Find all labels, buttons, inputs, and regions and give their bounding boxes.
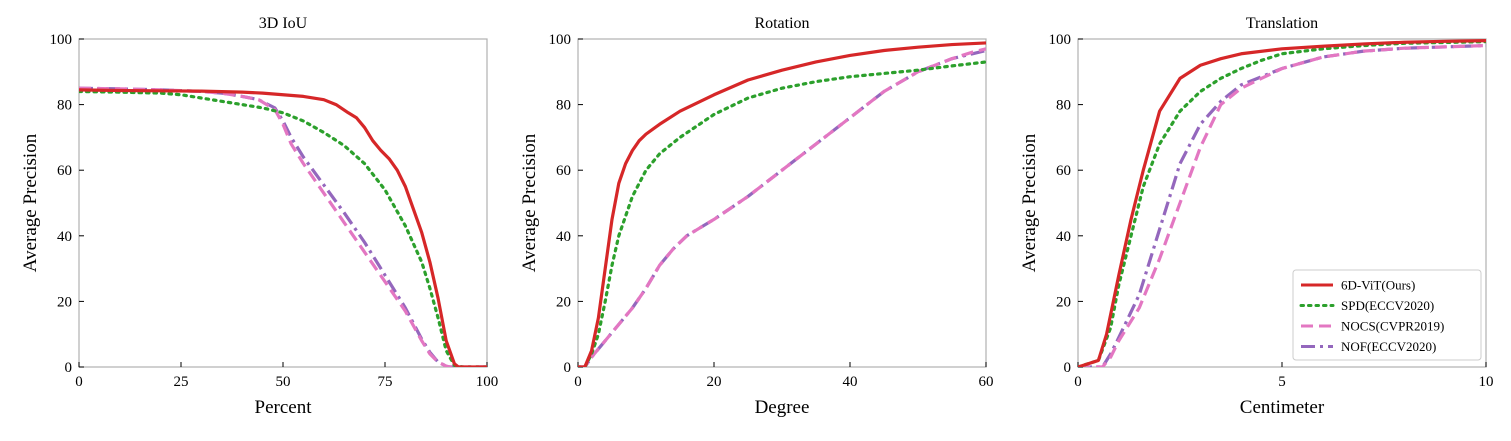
y-axis-label: Average Precision — [519, 133, 540, 272]
x-axis-label: Degree — [755, 397, 810, 418]
legend-label: 6D-ViT(Ours) — [1341, 278, 1415, 293]
y-tick-label: 60 — [57, 163, 72, 179]
y-tick-label: 20 — [556, 294, 571, 310]
x-tick-label: 0 — [574, 374, 582, 390]
series-line-spd-eccv2020 — [578, 60, 986, 367]
series-line-nof-eccv2020 — [578, 48, 986, 367]
x-tick-label: 60 — [979, 374, 994, 390]
y-tick-label: 20 — [57, 294, 72, 310]
legend-box — [1292, 269, 1482, 361]
y-tick-label: 0 — [1064, 360, 1072, 376]
chart-panel-2: Rotation 0 20 40 60 0 20 40 60 80 100 Degree Average… — [519, 15, 994, 418]
chart-title: Translation — [1246, 15, 1318, 32]
x-tick-label: 10 — [1479, 374, 1494, 390]
y-tick-label: 40 — [1056, 229, 1071, 245]
y-tick-label: 80 — [57, 98, 72, 114]
series-line-nocs-cvpr2019 — [79, 86, 487, 367]
x-tick-label: 100 — [476, 374, 499, 390]
y-tick-label: 80 — [556, 98, 571, 114]
x-axis-label: Percent — [255, 397, 313, 418]
y-tick-label: 100 — [1049, 32, 1072, 48]
x-tick-label: 25 — [174, 374, 189, 390]
chart-title: Rotation — [754, 15, 809, 32]
y-tick-label: 100 — [549, 32, 572, 48]
y-tick-label: 40 — [556, 229, 571, 245]
series-line-6d-vit-ours — [1078, 39, 1486, 367]
x-axis-label: Centimeter — [1240, 397, 1325, 418]
series-line-6d-vit-ours — [79, 88, 487, 367]
x-tick-label: 50 — [276, 374, 291, 390]
series-line-nof-eccv2020 — [1078, 43, 1486, 367]
series-line-nof-eccv2020 — [79, 86, 487, 367]
y-tick-label: 40 — [57, 229, 72, 245]
legend: 6D-ViT(Ours) SPD(ECCV2020) NOCS(CVPR2019) N… — [1292, 269, 1482, 361]
x-tick-label: 5 — [1278, 374, 1286, 390]
y-tick-label: 60 — [556, 163, 571, 179]
series-line-nocs-cvpr2019 — [1078, 43, 1486, 367]
series-line-spd-eccv2020 — [1078, 40, 1486, 367]
series-line-spd-eccv2020 — [79, 89, 487, 367]
y-tick-label: 100 — [50, 32, 73, 48]
x-tick-label: 0 — [75, 374, 83, 390]
x-tick-label: 0 — [1074, 374, 1082, 390]
legend-label: NOCS(CVPR2019) — [1341, 319, 1444, 334]
y-axis-label: Average Precision — [20, 133, 41, 272]
plot-frame — [577, 38, 987, 368]
y-tick-label: 80 — [1056, 98, 1071, 114]
chart-panel-1: 3D IoU 0 25 50 75 100 0 20 40 60 80 100 Percent Avera… — [20, 15, 498, 418]
y-tick-label: 0 — [564, 360, 572, 376]
x-tick-label: 20 — [707, 374, 722, 390]
legend-label: SPD(ECCV2020) — [1341, 298, 1434, 313]
y-tick-label: 0 — [65, 360, 73, 376]
x-tick-label: 40 — [843, 374, 858, 390]
series-line-6d-vit-ours — [578, 41, 986, 367]
x-tick-label: 75 — [378, 374, 393, 390]
series-line-nocs-cvpr2019 — [578, 47, 986, 367]
chart-title: 3D IoU — [259, 15, 308, 32]
y-tick-label: 60 — [1056, 163, 1071, 179]
legend-label: NOF(ECCV2020) — [1341, 339, 1436, 354]
y-tick-label: 20 — [1056, 294, 1071, 310]
y-axis-label: Average Precision — [1019, 133, 1040, 272]
